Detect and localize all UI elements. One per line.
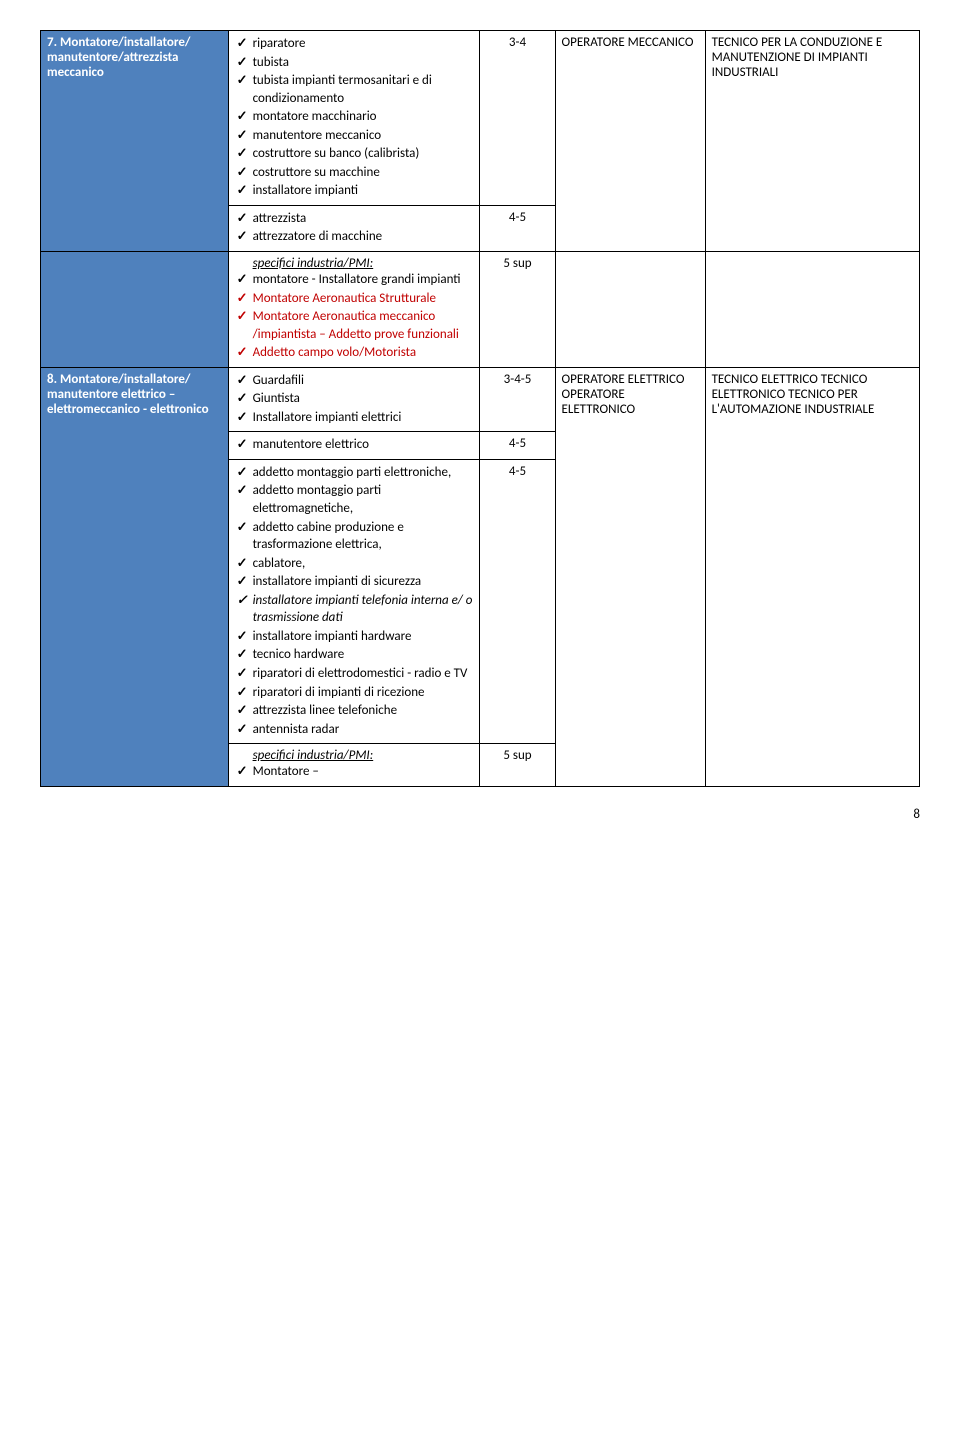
row7-technician: TECNICO PER LA CONDUZIONE E MANUTENZIONE…: [705, 31, 919, 252]
list-item: Installatore impianti elettrici: [237, 409, 474, 428]
rowmid-items: specifici industria/PMI: montatore - Ins…: [228, 252, 480, 368]
row8-items-c: addetto montaggio parti elettroniche,add…: [228, 459, 480, 743]
list-item: riparatori di impianti di ricezione: [237, 684, 474, 703]
row7-operator: OPERATORE MECCANICO: [555, 31, 705, 252]
list-item: antennista radar: [237, 721, 474, 740]
list-item: Guardafili: [237, 372, 474, 391]
row-7: 7. Montatore/installatore/ manutentore/a…: [41, 31, 920, 206]
list-item: costruttore su banco (calibrista): [237, 145, 474, 164]
list-item: addetto montaggio parti elettromagnetich…: [237, 482, 474, 518]
row7-items-a: riparatoretubistatubista impianti termos…: [228, 31, 480, 206]
list-item: installatore impianti telefonia interna …: [237, 592, 474, 628]
row8-level-d: 5 sup: [480, 744, 555, 787]
row7-level-b: 4-5: [480, 205, 555, 251]
row8-level-c: 4-5: [480, 459, 555, 743]
list-item: riparatori di elettrodomestici - radio e…: [237, 665, 474, 684]
list-item: Montatore Aeronautica Strutturale: [237, 290, 474, 309]
row8-operator: OPERATORE ELETTRICO OPERATORE ELETTRONIC…: [555, 367, 705, 786]
list-item: costruttore su macchine: [237, 164, 474, 183]
list-item: installatore impianti hardware: [237, 628, 474, 647]
row8-items-b: manutentore elettrico: [228, 432, 480, 460]
list-item: Montatore –: [237, 763, 474, 782]
row8-level-b: 4-5: [480, 432, 555, 460]
qualification-table: 7. Montatore/installatore/ manutentore/a…: [40, 30, 920, 787]
list-item: Addetto campo volo/Motorista: [237, 344, 474, 363]
list-item: cablatore,: [237, 555, 474, 574]
row7-items-b: attrezzistaattrezzatore di macchine: [228, 205, 480, 251]
list-item: Giuntista: [237, 390, 474, 409]
row7-label: 7. Montatore/installatore/ manutentore/a…: [41, 31, 229, 252]
list-item: tubista impianti termosanitari e di cond…: [237, 72, 474, 108]
list-item: montatore macchinario: [237, 108, 474, 127]
list-item: montatore - Installatore grandi impianti: [237, 271, 474, 290]
row8-technician: TECNICO ELETTRICO TECNICO ELETTRONICO TE…: [705, 367, 919, 786]
list-item: Montatore Aeronautica meccanico /impiant…: [237, 308, 474, 344]
list-item: installatore impianti: [237, 182, 474, 201]
rowmid-label-empty: [41, 252, 229, 368]
row7-level-a: 3-4: [480, 31, 555, 206]
list-item: addetto cabine produzione e trasformazio…: [237, 519, 474, 555]
row8-items-a: GuardafiliGiuntistaInstallatore impianti…: [228, 367, 480, 432]
rowmid-spec-header: specifici industria/PMI:: [253, 256, 374, 271]
list-item: riparatore: [237, 35, 474, 54]
rowmid-level: 5 sup: [480, 252, 555, 368]
list-item: tecnico hardware: [237, 646, 474, 665]
row8-label: 8. Montatore/installatore/ manutentore e…: [41, 367, 229, 786]
row-8: 8. Montatore/installatore/ manutentore e…: [41, 367, 920, 432]
list-item: addetto montaggio parti elettroniche,: [237, 464, 474, 483]
list-item: manutentore meccanico: [237, 127, 474, 146]
list-item: installatore impianti di sicurezza: [237, 573, 474, 592]
list-item: manutentore elettrico: [237, 436, 474, 455]
rowmid-op-empty: [555, 252, 705, 368]
row8-level-a: 3-4-5: [480, 367, 555, 432]
row8-spec-header: specifici industria/PMI:: [253, 748, 374, 763]
list-item: attrezzista linee telefoniche: [237, 702, 474, 721]
rowmid-tech-empty: [705, 252, 919, 368]
list-item: attrezzista: [237, 210, 474, 229]
list-item: attrezzatore di macchine: [237, 228, 474, 247]
list-item: tubista: [237, 54, 474, 73]
row-mid: specifici industria/PMI: montatore - Ins…: [41, 252, 920, 368]
row8-items-d: specifici industria/PMI: Montatore –: [228, 744, 480, 787]
page-number: 8: [40, 787, 920, 822]
